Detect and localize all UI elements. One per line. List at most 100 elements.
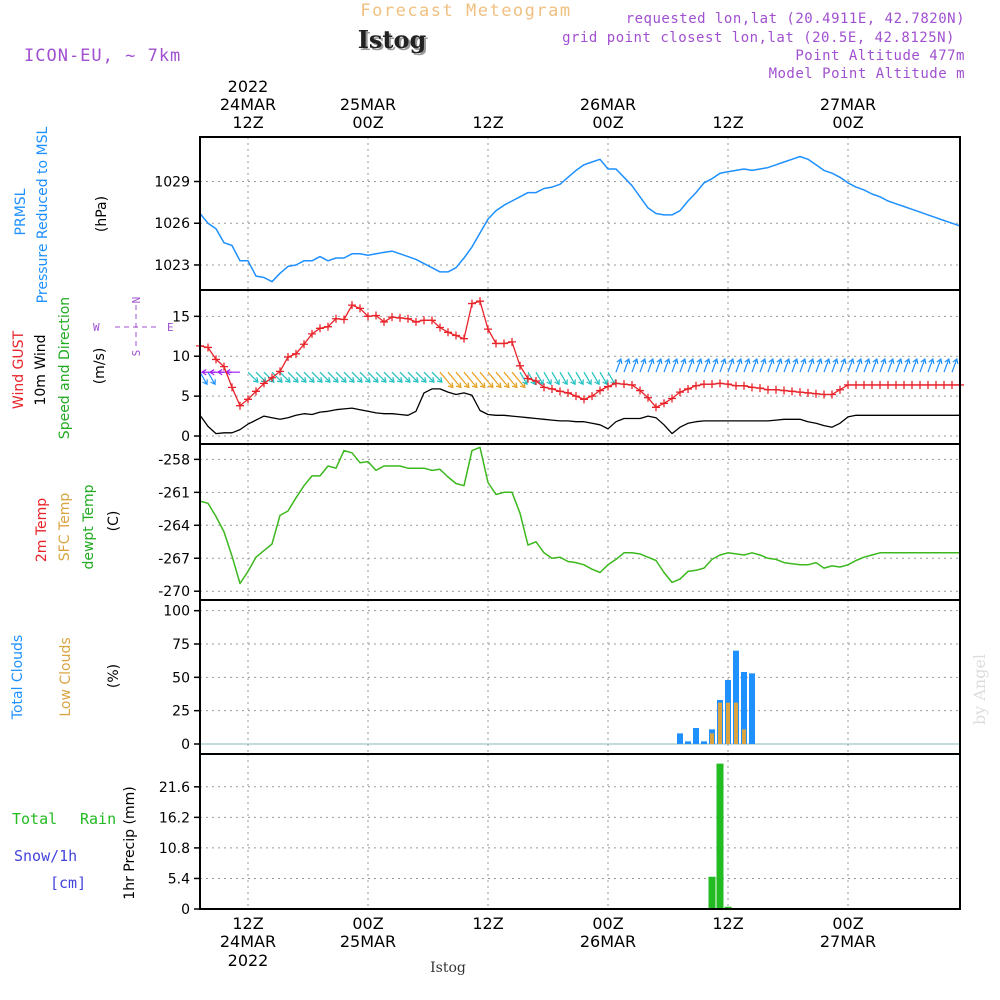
wind-arrow-head (920, 357, 927, 365)
pressure-label-msl: Pressure Reduced to MSL (35, 126, 51, 303)
total-clouds-bar (749, 673, 755, 744)
wind-gust-point (636, 386, 644, 395)
wind-gust-point (692, 381, 700, 390)
wind-arrow-head (487, 382, 494, 389)
wind-gust-point (700, 380, 708, 389)
wind-direction-arrow (839, 357, 847, 373)
wind-arrow-shaft (439, 371, 454, 388)
wind-arrow-head (463, 382, 470, 389)
wind-direction-arrow (943, 357, 951, 373)
total-clouds-bar (733, 650, 739, 744)
wind-gust-point (540, 383, 548, 392)
top-tick-time: 12Z (472, 113, 503, 132)
wind-direction-arrow (823, 357, 831, 373)
wind-direction-arrow (415, 371, 427, 383)
wind-arrow-shaft (807, 358, 814, 373)
compass-e: E (167, 321, 174, 334)
wind-direction-arrow (711, 357, 719, 373)
wind-direction-arrow (935, 357, 943, 373)
wind-gust-point (788, 387, 796, 396)
bottom-tick-year: 2022 (228, 951, 269, 970)
wind-gust-point (244, 395, 252, 404)
y-tick-label: 5.4 (168, 871, 190, 887)
wind-gust-point (676, 388, 684, 397)
requested-coords: requested lon,lat (20.4911E, 42.7820N) (626, 11, 965, 27)
wind-arrow-head (656, 357, 663, 365)
axis-layer: 1023 1026 1029 0 5 10 15 -270 -267 -264 -261 -258 0 2… (154, 77, 876, 970)
wind-direction-arrow (759, 357, 767, 373)
wind-arrow-head (202, 379, 208, 386)
y-tick-label: -264 (158, 518, 190, 534)
wind-arrow-head (808, 357, 815, 365)
wind-direction-arrow (919, 357, 927, 373)
wind-direction-arrow (207, 371, 216, 386)
wind-direction-arrow (607, 371, 616, 386)
wind-direction-arrow (815, 357, 823, 373)
wind-direction-arrow (495, 371, 510, 389)
wind-direction-arrow (375, 371, 387, 383)
bottom-location: Istog (430, 960, 466, 976)
wind-arrow-shaft (599, 371, 608, 385)
wind-arrow-head (624, 357, 631, 365)
wind-gust-point (852, 380, 860, 389)
wind-arrow-shaft (679, 358, 686, 373)
wind-gust-point (316, 324, 324, 333)
wind-gust-point (588, 392, 596, 401)
wind-arrow-head (760, 357, 767, 365)
wind-arrow-head (816, 357, 823, 365)
wind-direction-arrow (799, 357, 807, 373)
wind-arrow-head (872, 357, 879, 365)
top-title: Forecast Meteogram (360, 1, 571, 21)
wind-arrow-shaft (447, 371, 462, 388)
wind-arrow-head (904, 357, 911, 365)
precip-snow-unit: [cm] (50, 874, 86, 892)
wind-arrow-head (824, 357, 831, 365)
wind-arrow-shaft (903, 358, 910, 373)
wind-direction-arrow (903, 357, 911, 373)
wind-arrow-head (952, 357, 959, 365)
y-tick-label: 0 (181, 737, 190, 753)
wind-arrow-head (784, 357, 791, 365)
wind-arrow-head (864, 357, 871, 365)
wind-gust-point (388, 313, 396, 322)
wind-gust-point (220, 362, 228, 371)
wind-direction-arrow (335, 371, 347, 383)
wind-direction-arrow (319, 371, 331, 383)
wind-arrow-shaft (407, 371, 419, 383)
total-clouds-label: Total Clouds (10, 635, 26, 720)
wind-arrow-head (404, 377, 411, 383)
wind-arrow-shaft (423, 371, 435, 383)
wind-gust-point (228, 383, 236, 392)
wind-arrow-head (602, 379, 608, 386)
wind-arrow-shaft (303, 371, 315, 383)
bottom-tick-time: 12Z (712, 914, 743, 933)
wind-arrow-shaft (575, 371, 584, 385)
wind-direction-arrow (743, 357, 751, 373)
wind-arrow-head (428, 377, 435, 383)
wind-arrow-shaft (487, 371, 502, 388)
wind-direction-arrow (383, 371, 395, 383)
model-altitude: Model Point Altitude m (769, 66, 965, 82)
wind-gust-point (508, 337, 516, 346)
bottom-tick-time: 12Z (232, 914, 263, 933)
low-clouds-bar (718, 702, 722, 744)
wind-arrow-head (704, 357, 711, 365)
y-tick-label: 50 (172, 670, 190, 686)
wind-arrow-head (752, 357, 759, 365)
wind-arrow-shaft (919, 358, 926, 373)
wind-gust-point (516, 361, 524, 370)
wind-gust-point (652, 403, 660, 412)
wind-direction-arrow (887, 357, 895, 373)
wind-gust-line (199, 300, 960, 408)
wind-direction-arrow (863, 357, 871, 373)
top-tick-date: 24MAR (220, 95, 276, 114)
y-tick-label: -258 (158, 452, 190, 468)
wind-direction-arrow (719, 357, 727, 373)
rain-bar (708, 876, 716, 909)
wind-arrow-shaft (343, 371, 355, 383)
wind-gust-point (892, 380, 900, 389)
wind-arrow-head (300, 377, 307, 383)
wind-arrow-head (888, 357, 895, 365)
wind-gust-point (308, 329, 316, 338)
wind-arrow-shaft (927, 358, 934, 373)
